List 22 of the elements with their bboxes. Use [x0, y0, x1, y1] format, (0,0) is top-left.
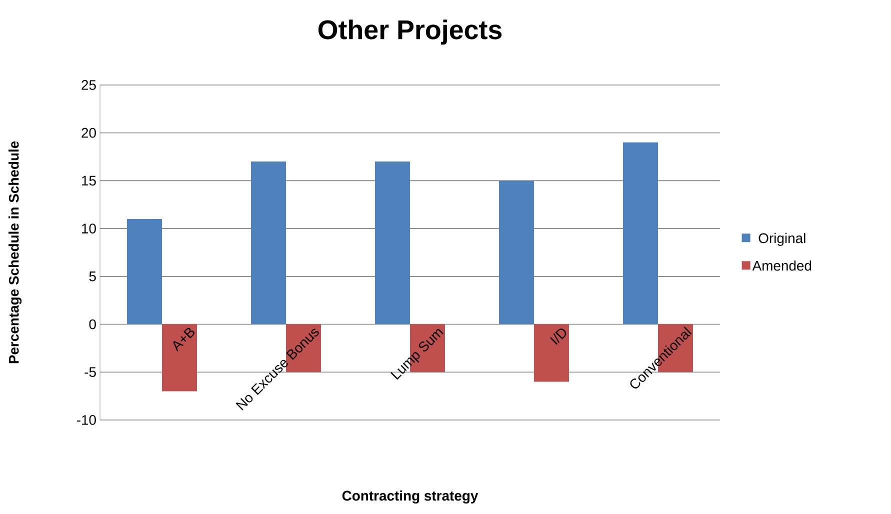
y-tick-label: -10: [76, 415, 96, 425]
y-axis-title: Percentage Schedule in Schedule: [8, 141, 22, 364]
chart-title: Other Projects: [318, 20, 502, 45]
x-tick-label: I/D: [550, 328, 566, 345]
bar: [251, 162, 286, 324]
bar: [534, 324, 570, 382]
y-tick-label: 5: [89, 272, 96, 282]
y-tick-label: -5: [84, 367, 96, 377]
y-tick-label: 0: [89, 319, 96, 330]
bar: [623, 142, 658, 324]
bar: [162, 324, 198, 392]
y-tick-label: 25: [82, 80, 96, 90]
bar: [127, 218, 162, 324]
legend-label: Original: [758, 232, 806, 246]
y-tick-label: 10: [82, 224, 96, 234]
y-tick-label: 15: [82, 176, 96, 186]
bar: [375, 162, 410, 324]
y-tick-label: 20: [82, 128, 96, 138]
bar: [499, 180, 534, 324]
legend-label: Amended: [752, 260, 812, 271]
x-axis-title: Contracting strategy: [342, 490, 478, 504]
bar: [286, 324, 322, 372]
